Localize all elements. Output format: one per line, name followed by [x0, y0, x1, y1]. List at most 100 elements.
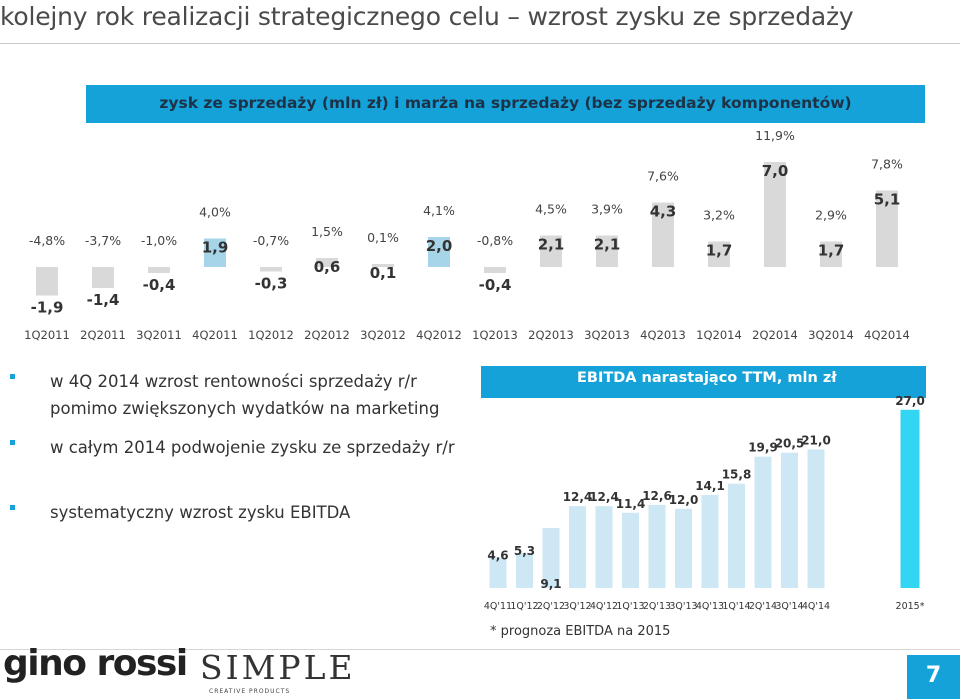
value-label: 0,1: [370, 264, 397, 282]
value-label: 7,0: [762, 162, 789, 180]
simple-logo: SIMPLE: [200, 648, 356, 687]
ebitda-chart-header: EBITDA narastająco TTM, mln zł: [481, 366, 926, 398]
ebitda-x-tick-label: 4Q'11: [484, 601, 512, 612]
margin-label: 4,5%: [535, 202, 567, 217]
profit-bar: [764, 162, 786, 267]
simple-logo-subtitle: CREATIVE PRODUCTS: [209, 688, 291, 695]
ebitda-value-label: 14,1: [695, 479, 725, 493]
margin-label: -1,0%: [141, 233, 177, 248]
chart-banner: zysk ze sprzedaży (mln zł) i marża na sp…: [86, 85, 925, 123]
bullet-marker: [10, 440, 15, 445]
profit-bar: [820, 241, 842, 267]
margin-label: 4,0%: [199, 205, 231, 220]
value-label: 1,7: [706, 242, 733, 260]
value-label: 4,3: [650, 203, 677, 221]
ebitda-x-tick-label: 3Q'12: [563, 601, 591, 612]
ebitda-value-label: 9,1: [540, 577, 561, 591]
ebitda-bar: [900, 409, 920, 588]
banner-title: zysk ze sprzedaży (mln zł) i marża na sp…: [159, 94, 852, 112]
profit-bar: [372, 264, 394, 267]
ebitda-bar: [569, 506, 586, 588]
ebitda-value-label: 11,4: [616, 497, 646, 511]
ebitda-bar: [516, 553, 533, 588]
ebitda-x-tick-label: 1Q'12: [510, 601, 538, 612]
value-label: -0,3: [255, 275, 288, 293]
margin-label: 0,1%: [367, 230, 399, 245]
footnote: * prognoza EBITDA na 2015: [490, 624, 671, 639]
x-tick-label: 3Q2014: [808, 328, 854, 342]
page-number-box: 7: [907, 655, 960, 699]
profit-bar: [260, 267, 282, 272]
margin-label: 11,9%: [755, 128, 795, 143]
value-label: -1,9: [31, 299, 64, 317]
sales-profit-chart: -1,9 -4,8% 1Q2011 -1,4 -3,7% 2Q2011 -0,4 -1,0% 3…: [24, 128, 910, 342]
ebitda-value-label: 20,5: [775, 437, 805, 451]
ebitda-bar: [701, 494, 719, 588]
x-tick-label: 4Q2011: [192, 328, 238, 342]
ebitda-chart-title: EBITDA narastająco TTM, mln zł: [577, 370, 837, 386]
profit-bar: [428, 237, 450, 267]
ebitda-value-label: 5,3: [514, 544, 535, 558]
footer-divider: [0, 649, 960, 650]
profit-bar: [652, 202, 674, 267]
x-tick-label: 2Q2014: [752, 328, 798, 342]
ebitda-value-label: 19,9: [748, 441, 778, 455]
ebitda-bar: [728, 483, 745, 588]
ebitda-x-tick-label: 2Q'14: [749, 601, 777, 612]
page-number: 7: [925, 663, 942, 688]
ebitda-value-label: 21,0: [801, 433, 831, 447]
x-tick-label: 2Q2012: [304, 328, 350, 342]
x-tick-label: 1Q2011: [24, 328, 70, 342]
margin-label: -3,7%: [85, 233, 121, 248]
ebitda-bar: [648, 504, 666, 588]
profit-bar: [876, 190, 898, 267]
ebitda-x-tick-label: 2Q'13: [643, 601, 671, 612]
margin-label: 4,1%: [423, 203, 455, 218]
x-tick-label: 3Q2011: [136, 328, 182, 342]
ebitda-value-label: 15,8: [722, 468, 752, 482]
ebitda-value-label: 12,4: [563, 490, 593, 504]
ebitda-chart: 4,6 4Q'11 5,3 1Q'129,1 2Q'12 12,4 3Q'12 12,4 4Q'…: [484, 394, 925, 612]
value-label: 1,9: [202, 239, 229, 257]
ebitda-value-label: 27,0: [895, 394, 925, 408]
value-label: -1,4: [87, 291, 120, 309]
bullet-text: systematyczny wzrost zysku EBITDA: [50, 503, 351, 522]
ebitda-value-label: 12,0: [669, 493, 699, 507]
ebitda-value-label: 12,6: [642, 489, 672, 503]
profit-bar: [484, 267, 506, 273]
gino-rossi-logo: gino rossi: [3, 643, 188, 684]
ebitda-x-tick-label: 4Q'12: [590, 601, 618, 612]
margin-label: 7,6%: [647, 169, 679, 184]
x-tick-label: 4Q2013: [640, 328, 686, 342]
ebitda-bar: [622, 512, 639, 588]
x-tick-label: 1Q2012: [248, 328, 294, 342]
margin-label: 2,9%: [815, 208, 847, 223]
ebitda-x-tick-label: 1Q'13: [616, 601, 644, 612]
value-label: 2,1: [538, 236, 565, 254]
profit-bar: [148, 267, 170, 273]
value-label: 2,1: [594, 236, 621, 254]
x-tick-label: 2Q2013: [528, 328, 574, 342]
ebitda-x-tick-label: 1Q'14: [722, 601, 750, 612]
margin-label: 3,2%: [703, 208, 735, 223]
ebitda-bar: [781, 452, 798, 588]
margin-label: 7,8%: [871, 157, 903, 172]
margin-label: 1,5%: [311, 224, 343, 239]
value-label: 1,7: [818, 242, 845, 260]
bullet-text: w 4Q 2014 wzrost rentowności sprzedaży r…: [50, 372, 440, 418]
profit-bar: [596, 235, 618, 267]
ebitda-value-label: 12,4: [589, 490, 619, 504]
margin-label: -0,8%: [477, 233, 513, 248]
x-tick-label: 3Q2012: [360, 328, 406, 342]
ebitda-bar: [675, 508, 692, 588]
profit-bar: [36, 267, 58, 296]
ebitda-x-tick-label: 4Q'14: [802, 601, 830, 612]
x-tick-label: 4Q2014: [864, 328, 910, 342]
ebitda-value-label: 4,6: [487, 549, 508, 563]
ebitda-bar: [807, 449, 825, 588]
profit-bar: [204, 238, 226, 267]
ebitda-x-tick-label: 2Q'12: [537, 601, 565, 612]
ebitda-bar: [754, 456, 772, 588]
ebitda-x-tick-label: 3Q'13: [669, 601, 697, 612]
value-label: 0,6: [314, 258, 341, 276]
